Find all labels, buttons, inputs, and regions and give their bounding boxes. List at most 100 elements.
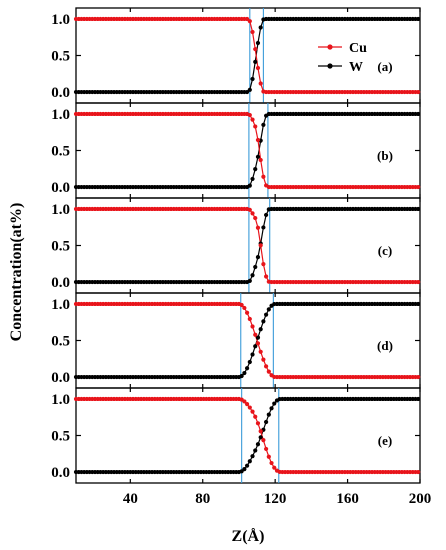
point-cu [416,89,421,95]
y-tick-label: 0.5 [51,49,70,65]
point-cu [255,137,261,143]
point-w [247,87,252,92]
point-cu [272,465,277,470]
point-w [255,154,261,159]
point-cu [247,19,252,24]
point-w [247,278,252,283]
point-cu [255,65,261,71]
point-cu [255,421,261,426]
x-tick-label: 80 [195,491,210,507]
point-cu [269,460,274,466]
point-w [258,327,263,332]
point-cu [266,454,271,459]
point-w [244,366,250,371]
point-cu [416,279,421,285]
point-cu [247,112,252,118]
point-w [264,419,269,425]
legend-marker [327,44,333,50]
point-w [416,111,421,117]
point-w [253,264,258,270]
point-w [416,16,421,22]
point-cu [250,29,255,35]
point-cu [253,332,258,337]
x-axis-label: Z(Å) [232,527,265,545]
point-w [255,335,261,340]
point-cu [253,215,258,221]
panel-4: 1.0 0.5 0.0 (d) [51,292,421,389]
point-w [261,225,266,230]
panel-label: (b) [377,148,393,163]
panel-5: 1.0 0.5 0.0 (e) [51,387,421,484]
point-cu [242,399,247,404]
y-tick-label: 1.0 [51,202,70,218]
point-w [247,359,252,365]
point-w [239,373,244,379]
point-cu [258,157,263,163]
point-w [258,435,263,440]
point-cu [416,184,421,190]
point-cu [247,207,252,212]
x-tick-label: 120 [264,491,287,507]
panel-label: (d) [377,338,393,353]
point-w [416,301,421,307]
legend: Cu W [318,41,367,75]
point-cu [264,446,269,452]
point-w [250,176,255,182]
point-cu [250,409,255,414]
y-tick-label: 1.0 [51,297,70,313]
panel-3: 1.0 0.5 0.0 (c) [51,197,421,294]
legend-label: W [349,60,363,75]
series-line-w [76,398,419,473]
point-cu [255,225,261,230]
point-w [255,442,261,447]
y-tick-label: 1.0 [51,392,70,408]
point-cu [261,174,266,179]
point-cu [247,316,252,322]
series-line-cu [76,398,419,473]
series-line-cu [76,208,419,283]
point-cu [253,124,258,129]
panel-frame [75,197,421,294]
point-cu [258,243,263,248]
point-cu [242,305,247,311]
point-w [416,206,421,212]
x-axis: 40 80 120 160 200 [123,491,431,507]
x-tick-label: 40 [123,491,138,507]
point-w [253,344,258,349]
point-cu [261,357,266,362]
point-w [247,183,252,188]
series-line-w [76,113,419,188]
point-cu [244,310,250,315]
panel-frame [75,387,421,484]
point-cu [261,438,266,443]
point-w [244,463,250,468]
point-cu [266,369,271,374]
point-w [266,307,271,312]
point-cu [244,402,250,407]
point-w [269,406,274,411]
y-tick-label: 1.0 [51,12,70,28]
y-tick-label: 0.0 [51,85,70,101]
y-axis-label: Concentration(at%) [8,203,25,342]
point-cu [258,349,263,354]
point-cu [255,341,261,346]
point-w [250,76,255,82]
point-cu [261,262,266,267]
point-cu [258,81,263,86]
point-w [255,40,261,46]
point-cu [253,47,258,52]
legend-label: Cu [349,41,367,56]
y-tick-label: 1.0 [51,107,70,123]
panel-frame [75,7,421,104]
point-w [266,412,271,417]
panel-label: (a) [377,59,392,74]
point-w [242,370,247,376]
point-w [264,212,269,218]
point-cu [258,429,263,434]
point-w [264,312,269,317]
series-line-cu [76,303,419,378]
series-line-w [76,208,419,283]
point-cu [264,364,269,369]
y-tick-label: 0.0 [51,180,70,196]
point-w [416,396,421,402]
